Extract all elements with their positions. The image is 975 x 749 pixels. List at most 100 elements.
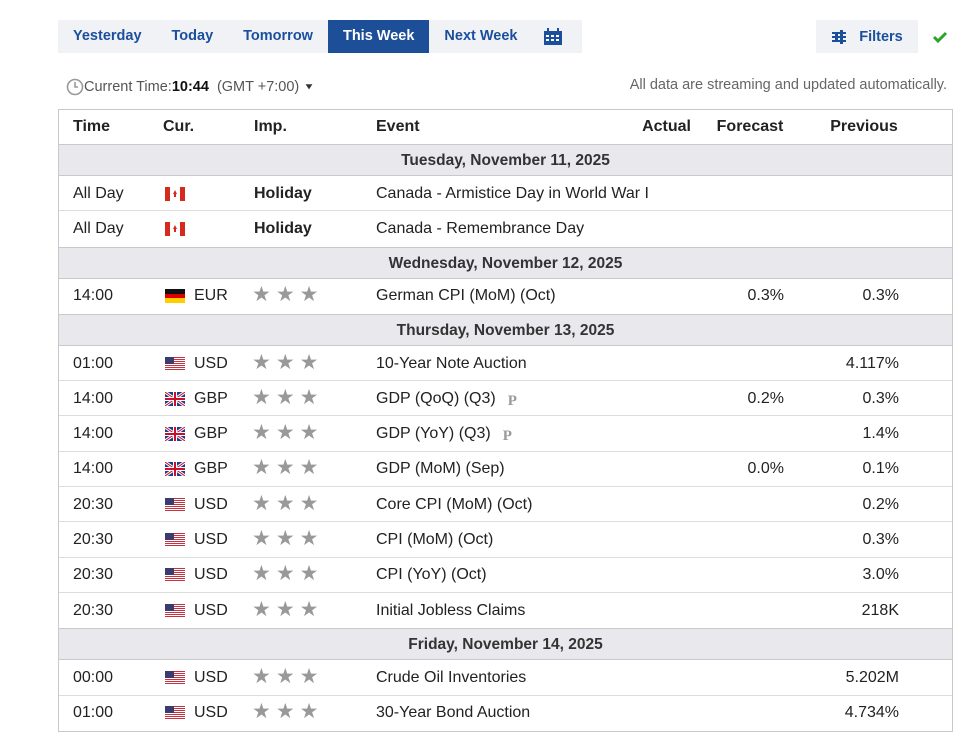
time: 14:00 [73, 287, 114, 305]
event-row: 00:00 USD ★★★ Crude Oil Inventories 5.202M [59, 660, 952, 696]
date-row: Tuesday, November 11, 2025 [59, 144, 952, 176]
tab[interactable]: Next Week [444, 28, 518, 44]
time: All Day [73, 184, 124, 202]
calendar-button[interactable] [533, 20, 573, 53]
column-header: Imp. [254, 118, 287, 135]
currency: USD [194, 704, 228, 722]
previous: 1.4% [862, 425, 899, 443]
time: All Day [73, 219, 124, 237]
previous: 0.2% [862, 495, 899, 513]
previous: 5.202M [845, 668, 899, 686]
importance-stars: ★★★ [252, 597, 324, 621]
flag [165, 497, 185, 512]
filters-label: Filters [859, 28, 903, 45]
tab[interactable]: Yesterday [73, 28, 142, 44]
flag [164, 461, 186, 478]
calendar-table: Time Cur. Imp. Event Actual Forecast Previous T… [58, 109, 953, 732]
event-row: 14:00 GBP ★★★ GDP (MoM) (Sep) 0.0% 0.1% [59, 452, 952, 488]
event: Crude Oil Inventories [376, 668, 527, 686]
currency: USD [194, 601, 228, 619]
flag [165, 289, 185, 304]
event-row: All Day Holiday Canada - Armistice Day in … [59, 176, 952, 212]
importance-stars: ★★★ [252, 562, 324, 586]
previous: 4.734% [844, 704, 899, 722]
event: GDP (MoM) (Sep) [376, 460, 505, 478]
time: 14:00 [73, 460, 114, 478]
importance: Holiday [254, 184, 312, 202]
forecast: 0.0% [747, 460, 784, 478]
forecast: 0.2% [747, 389, 784, 407]
currency: USD [194, 354, 228, 372]
importance-stars: ★★★ [252, 421, 324, 445]
importance-stars: ★★★ [252, 283, 324, 307]
previous: 218K [861, 601, 899, 619]
date-row: Friday, November 14, 2025 [59, 628, 952, 661]
currency: USD [194, 495, 228, 513]
time: 14:00 [73, 389, 114, 407]
filters-button[interactable]: Filters [816, 20, 918, 53]
tab[interactable]: Today [171, 28, 214, 44]
flag [165, 603, 185, 618]
event: GDP (YoY) (Q3) [376, 425, 491, 443]
timezone[interactable]: (GMT +7:00) [216, 79, 300, 95]
importance-stars: ★★★ [252, 491, 324, 515]
currency: GBP [194, 460, 228, 478]
previous: 0.3% [862, 531, 899, 549]
previous: 3.0% [862, 566, 899, 584]
event: GDP (QoQ) (Q3) [376, 389, 496, 407]
column-header: Actual [642, 118, 691, 135]
currency: USD [194, 668, 228, 686]
column-header: Time [73, 118, 111, 135]
flag [165, 221, 185, 236]
importance-stars: ★★★ [252, 527, 324, 551]
time: 20:30 [73, 601, 114, 619]
previous: 0.3% [862, 287, 899, 305]
importance-stars: ★★★ [252, 700, 324, 724]
flag [165, 533, 185, 548]
event-row: 20:30 USD ★★★ Core CPI (MoM) (Oct) 0.2% [59, 487, 952, 523]
event: CPI (YoY) (Oct) [376, 566, 487, 584]
column-header: Previous [830, 118, 898, 135]
currency: GBP [194, 425, 228, 443]
current-time-value: 10:44 [171, 79, 209, 95]
tab[interactable]: Tomorrow [243, 28, 313, 44]
filters-icon [832, 29, 847, 44]
check-icon [932, 31, 948, 44]
clock-icon [66, 78, 84, 96]
currency: USD [194, 531, 228, 549]
flag [165, 356, 185, 371]
column-header: Forecast [716, 118, 784, 135]
time: 20:30 [73, 495, 114, 513]
event: German CPI (MoM) (Oct) [376, 287, 556, 305]
calendar-icon [543, 27, 562, 45]
current-time: Current Time: 10:44 (GMT +7:00) [66, 78, 319, 96]
timezone-dropdown[interactable] [299, 81, 319, 93]
event: CPI (MoM) (Oct) [376, 531, 494, 549]
flag [165, 706, 185, 721]
tab-bar: Yesterday Today Tomorrow This Week Next Week [58, 20, 582, 53]
previous: 0.3% [862, 389, 899, 407]
date-label: Friday, November 14, 2025 [408, 636, 603, 654]
forecast: 0.3% [747, 287, 784, 305]
time: 14:00 [73, 425, 114, 443]
previous: 0.1% [862, 460, 899, 478]
event-row: 20:30 USD ★★★ CPI (YoY) (Oct) 3.0% [59, 558, 952, 593]
event-row: 20:30 USD ★★★ CPI (MoM) (Oct) 0.3% [59, 522, 952, 558]
time: 20:30 [73, 531, 114, 549]
event: Canada - Remembrance Day [376, 219, 585, 237]
event: Initial Jobless Claims [376, 601, 526, 619]
event: 30-Year Bond Auction [376, 704, 531, 722]
importance-stars: ★★★ [252, 385, 324, 409]
event-row: 20:30 USD ★★★ Initial Jobless Claims 218K [59, 593, 952, 628]
importance-stars: ★★★ [252, 456, 324, 480]
tab[interactable]: This Week [327, 20, 430, 53]
event: 10-Year Note Auction [376, 354, 527, 372]
event-row: All Day Holiday Canada - Remembrance Day [59, 211, 952, 246]
current-time-label: Current Time: [84, 79, 172, 95]
importance: Holiday [254, 219, 312, 237]
preliminary-icon: P [507, 392, 517, 409]
preliminary-icon: P [502, 428, 512, 445]
importance-stars: ★★★ [252, 350, 324, 374]
time: 01:00 [73, 704, 114, 722]
